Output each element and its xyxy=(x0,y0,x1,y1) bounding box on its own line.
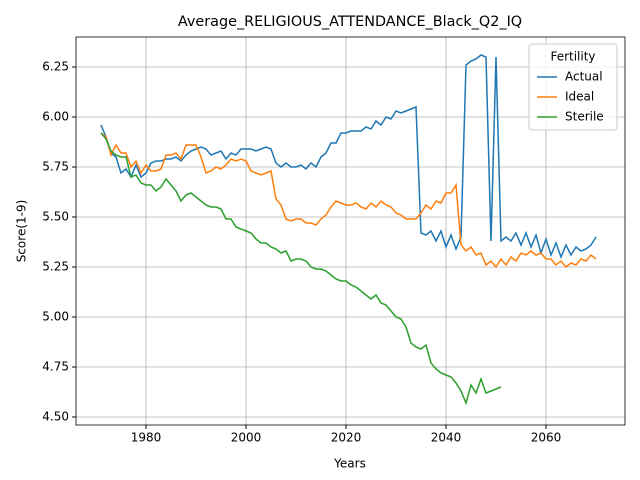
x-tick-label: 2060 xyxy=(531,431,562,445)
series-line xyxy=(100,132,597,269)
legend-label: Actual xyxy=(565,70,603,84)
x-tick-label: 2040 xyxy=(431,431,462,445)
y-tick-label: 6.25 xyxy=(42,60,69,74)
x-tick-label: 2000 xyxy=(231,431,262,445)
chart-title: Average_RELIGIOUS_ATTENDANCE_Black_Q2_IQ xyxy=(178,14,522,30)
y-tick-label: 6.00 xyxy=(42,110,69,124)
legend-label: Ideal xyxy=(565,90,594,104)
y-axis-label: Score(1-9) xyxy=(15,200,29,263)
legend-title: Fertility xyxy=(550,50,595,64)
series-line xyxy=(100,54,597,260)
y-tick-label: 4.50 xyxy=(42,410,69,424)
legend-box xyxy=(528,43,618,131)
y-tick-label: 5.50 xyxy=(42,210,69,224)
legend-label: Sterile xyxy=(565,110,604,124)
y-tick-label: 4.75 xyxy=(42,360,69,374)
plot-frame xyxy=(75,36,626,426)
y-tick-label: 5.00 xyxy=(42,310,69,324)
y-tick-label: 5.75 xyxy=(42,160,69,174)
x-tick-label: 2020 xyxy=(331,431,362,445)
x-tick-label: 1980 xyxy=(131,431,162,445)
x-axis-label: Years xyxy=(333,457,366,471)
y-tick-label: 5.25 xyxy=(42,260,69,274)
series-line xyxy=(100,132,502,406)
